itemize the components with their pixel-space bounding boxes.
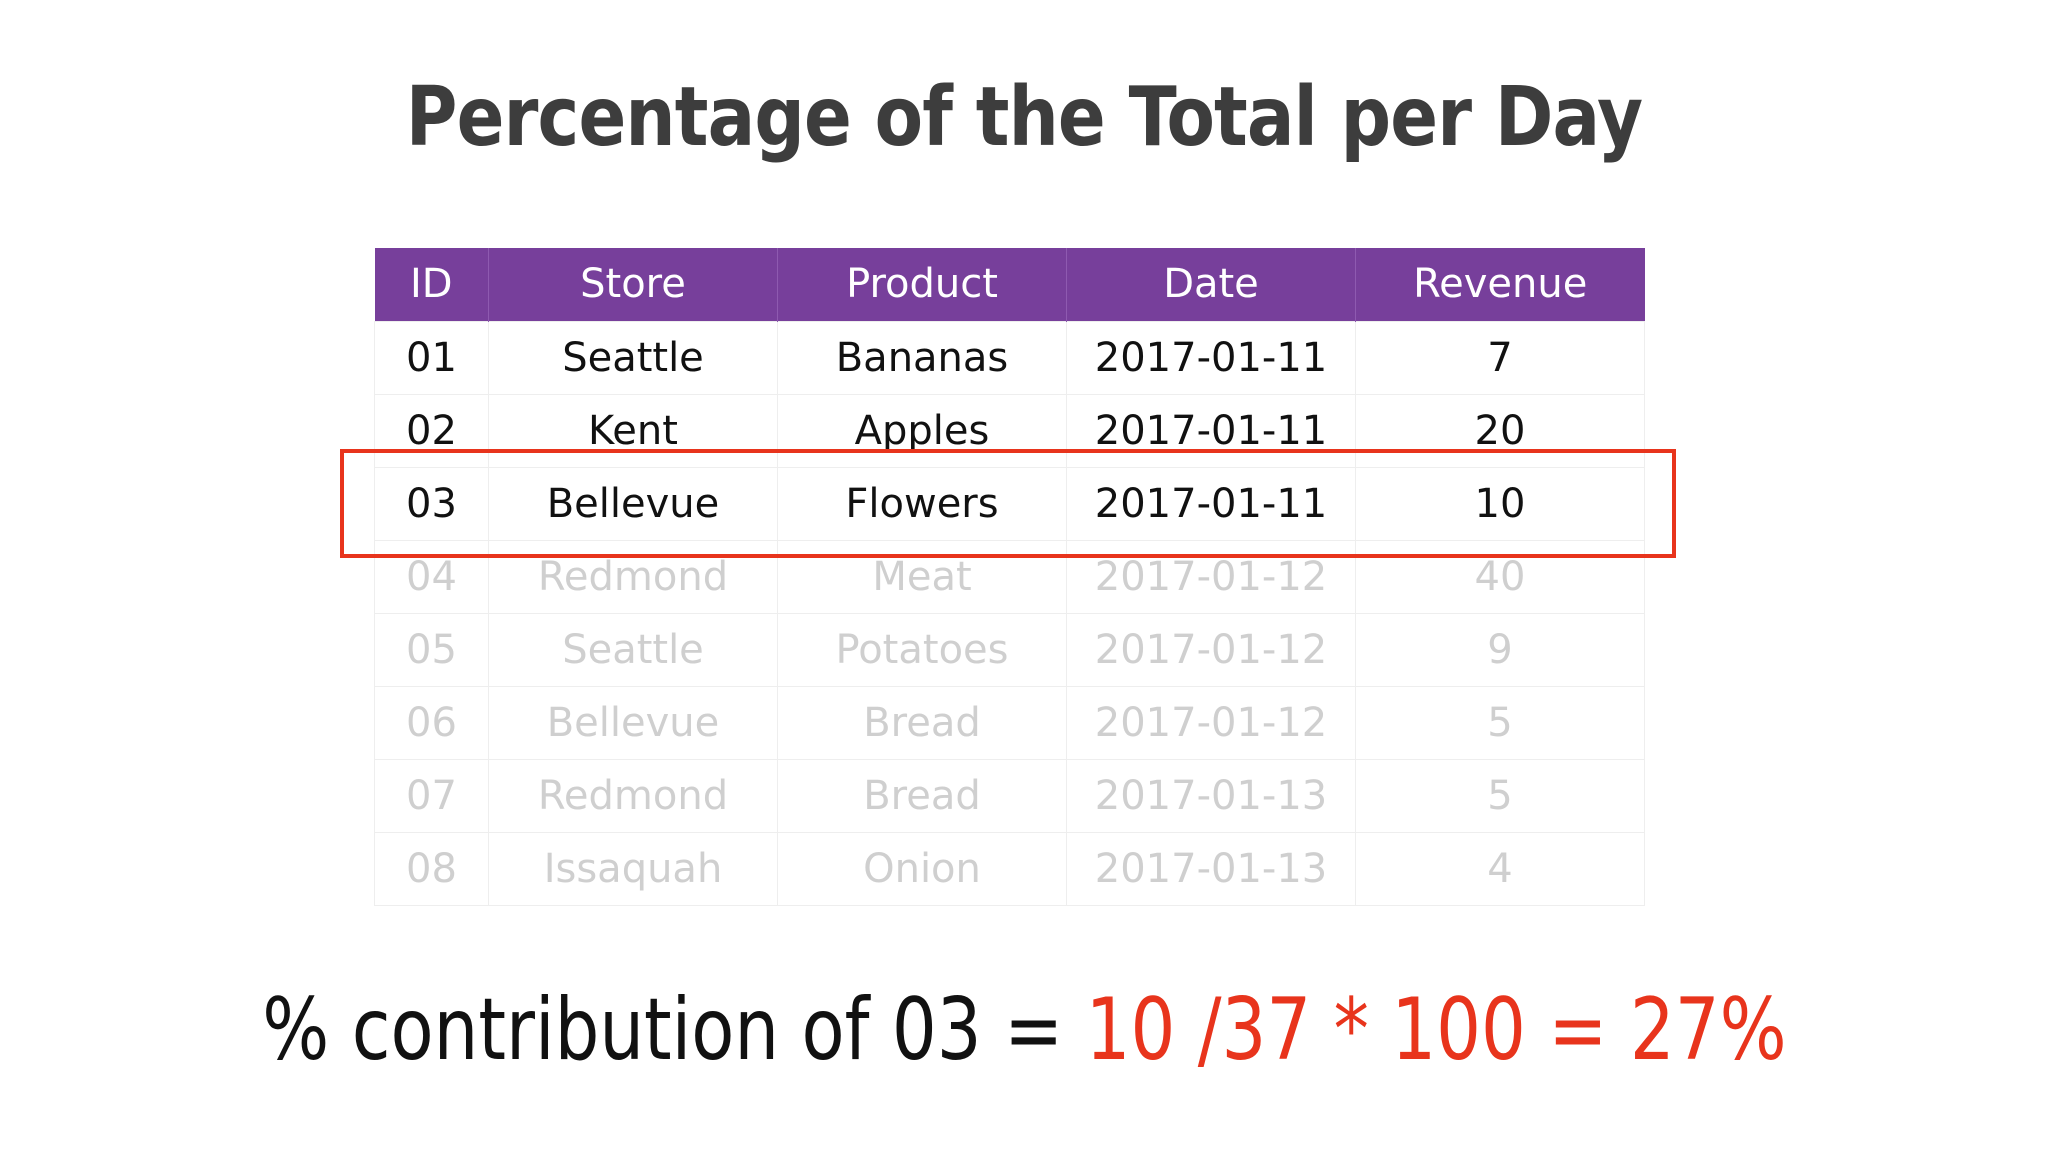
cell-product: Flowers [777, 466, 1067, 541]
cell-id: 06 [374, 685, 489, 760]
cell-revenue: 5 [1355, 685, 1645, 760]
cell-revenue: 4 [1355, 831, 1645, 906]
cell-product: Onion [777, 831, 1067, 906]
table-row: 08 Issaquah Onion 2017-01-13 4 [374, 831, 1645, 906]
cell-date: 2017-01-11 [1066, 393, 1356, 468]
cell-product: Bread [777, 758, 1067, 833]
column-header-date: Date [1066, 248, 1356, 321]
column-header-store: Store [488, 248, 778, 321]
slide-title: Percentage of the Total per Day [405, 70, 1643, 165]
table-header-row: ID Store Product Date Revenue [374, 248, 1645, 321]
column-header-product: Product [777, 248, 1067, 321]
cell-id: 07 [374, 758, 489, 833]
cell-date: 2017-01-12 [1066, 685, 1356, 760]
cell-id: 04 [374, 539, 489, 614]
cell-revenue: 5 [1355, 758, 1645, 833]
cell-product: Meat [777, 539, 1067, 614]
cell-id: 03 [374, 466, 489, 541]
cell-date: 2017-01-13 [1066, 758, 1356, 833]
cell-revenue: 40 [1355, 539, 1645, 614]
table-row: 06 Bellevue Bread 2017-01-12 5 [374, 685, 1645, 760]
cell-revenue: 10 [1355, 466, 1645, 541]
cell-store: Seattle [488, 320, 778, 395]
cell-date: 2017-01-11 [1066, 320, 1356, 395]
table-row-highlighted: 03 Bellevue Flowers 2017-01-11 10 [374, 466, 1645, 541]
cell-id: 01 [374, 320, 489, 395]
contribution-formula: % contribution of 03 = 10 /37 * 100 = 27… [0, 980, 2048, 1080]
column-header-id: ID [374, 248, 489, 321]
cell-date: 2017-01-12 [1066, 612, 1356, 687]
table-row: 02 Kent Apples 2017-01-11 20 [374, 393, 1645, 468]
cell-revenue: 9 [1355, 612, 1645, 687]
formula-lhs: % contribution of 03 = [261, 980, 1063, 1080]
revenue-table: ID Store Product Date Revenue 01 Seattle… [374, 248, 1645, 906]
formula-rhs: 10 /37 * 100 = 27% [1085, 980, 1787, 1080]
cell-date: 2017-01-12 [1066, 539, 1356, 614]
cell-id: 08 [374, 831, 489, 906]
table-row: 07 Redmond Bread 2017-01-13 5 [374, 758, 1645, 833]
cell-date: 2017-01-13 [1066, 831, 1356, 906]
cell-store: Redmond [488, 758, 778, 833]
cell-store: Bellevue [488, 685, 778, 760]
table-row: 05 Seattle Potatoes 2017-01-12 9 [374, 612, 1645, 687]
cell-id: 02 [374, 393, 489, 468]
cell-store: Kent [488, 393, 778, 468]
table-row: 04 Redmond Meat 2017-01-12 40 [374, 539, 1645, 614]
column-header-revenue: Revenue [1355, 248, 1645, 321]
cell-revenue: 20 [1355, 393, 1645, 468]
cell-product: Potatoes [777, 612, 1067, 687]
table-row: 01 Seattle Bananas 2017-01-11 7 [374, 320, 1645, 395]
cell-store: Seattle [488, 612, 778, 687]
cell-product: Apples [777, 393, 1067, 468]
cell-id: 05 [374, 612, 489, 687]
cell-store: Issaquah [488, 831, 778, 906]
cell-product: Bananas [777, 320, 1067, 395]
cell-store: Redmond [488, 539, 778, 614]
cell-date: 2017-01-11 [1066, 466, 1356, 541]
cell-product: Bread [777, 685, 1067, 760]
cell-store: Bellevue [488, 466, 778, 541]
cell-revenue: 7 [1355, 320, 1645, 395]
